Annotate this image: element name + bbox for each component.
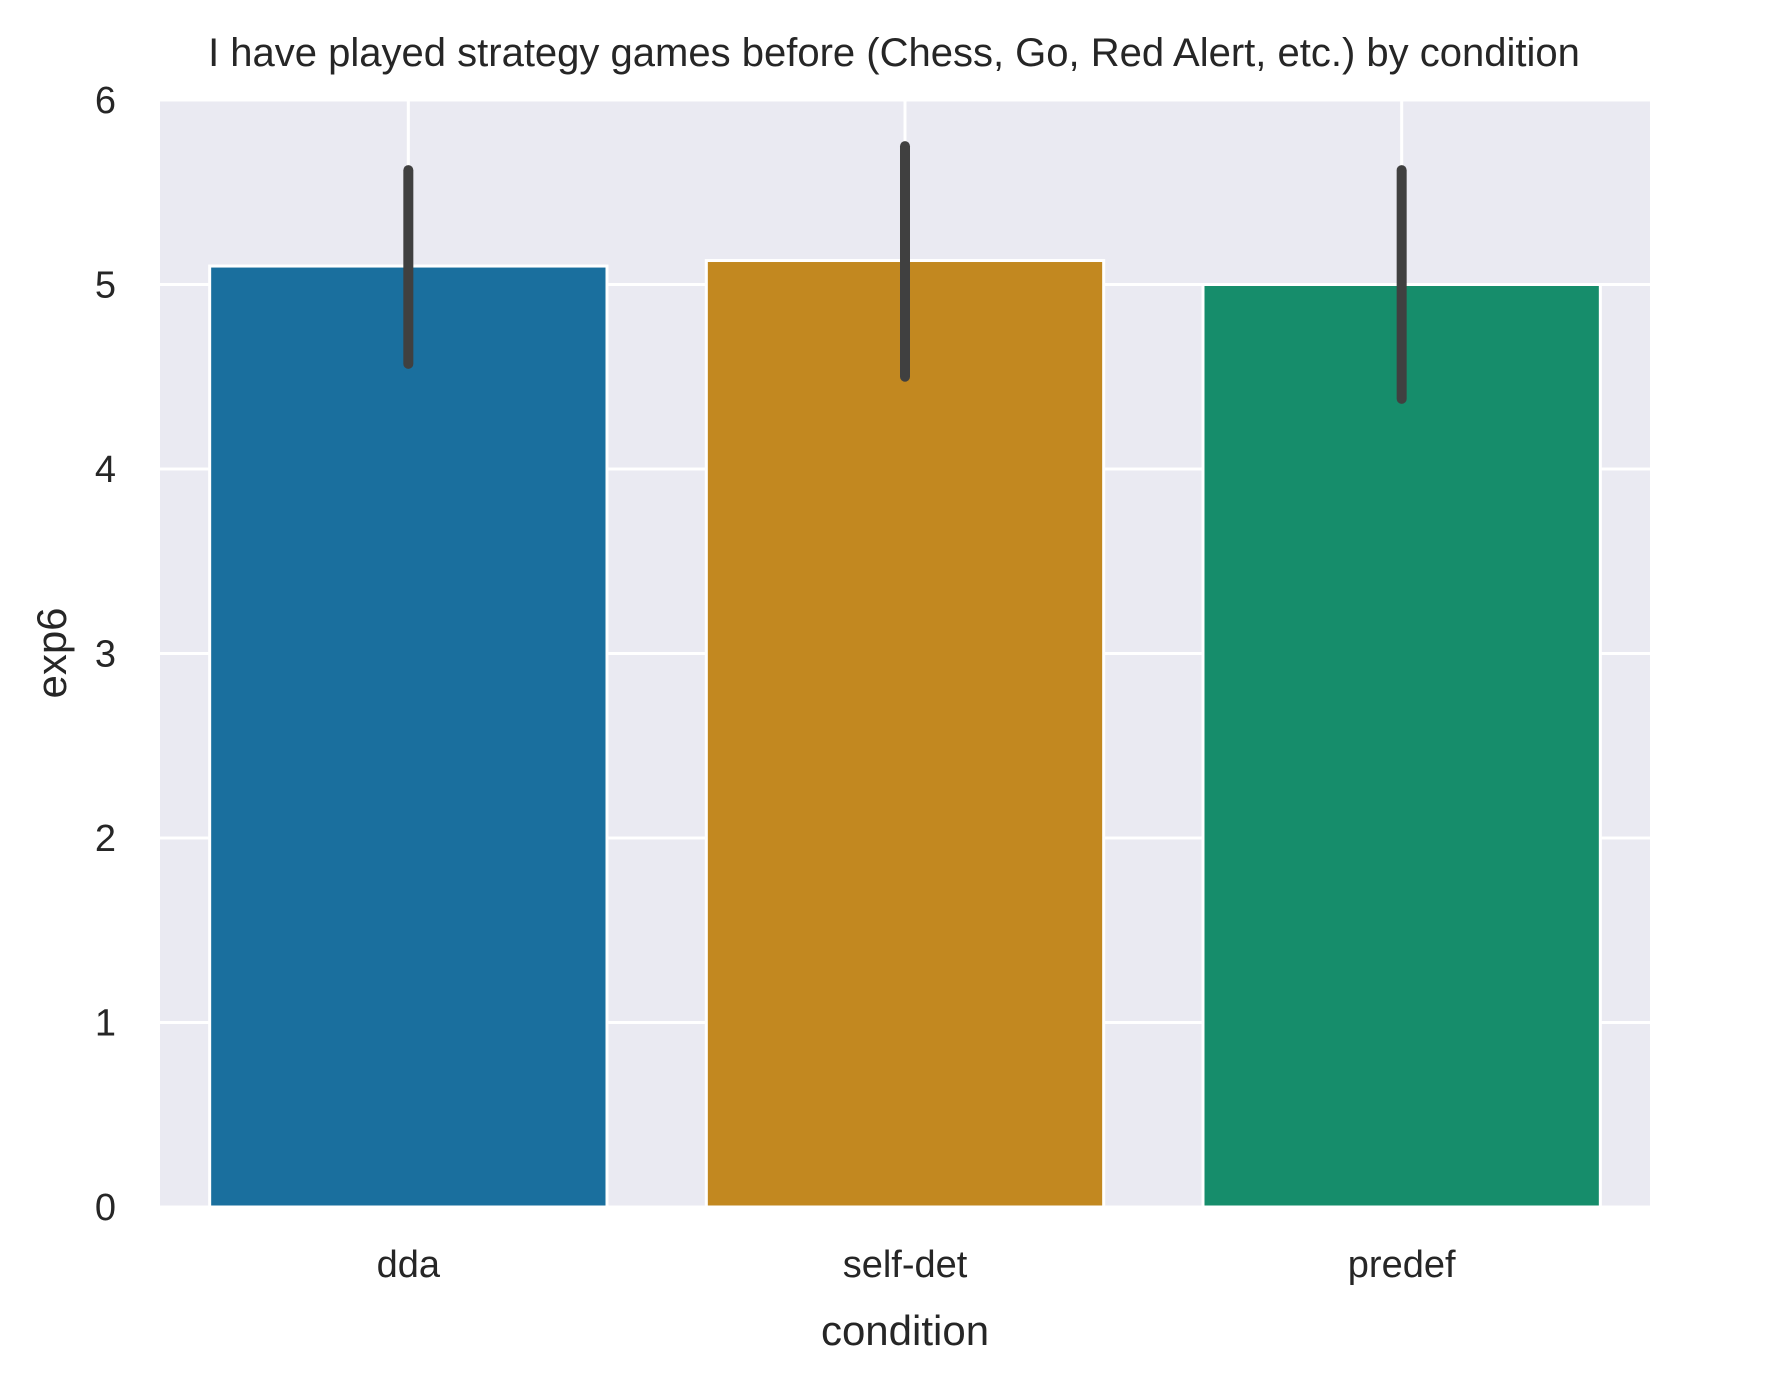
y-tick-label: 0	[95, 1187, 116, 1229]
y-tick-labels: 0 1 2 3 4 5 6	[95, 80, 116, 1229]
y-tick-label: 1	[95, 1003, 116, 1045]
y-tick-label: 2	[95, 818, 116, 860]
error-bars	[403, 141, 1407, 404]
y-tick-label: 5	[95, 265, 116, 307]
x-tick-label-dda: dda	[377, 1244, 441, 1286]
y-tick-label: 3	[95, 634, 116, 676]
x-axis-label: condition	[821, 1307, 989, 1354]
y-tick-label: 4	[95, 449, 116, 491]
bar-predef	[1201, 283, 1602, 1209]
y-axis-label: exp6	[28, 607, 75, 698]
bars	[208, 259, 1602, 1209]
x-tick-labels: dda self-det predef	[377, 1244, 1456, 1286]
bar-self-det	[704, 259, 1106, 1209]
chart-title: I have played strategy games before (Che…	[208, 31, 1580, 75]
x-tick-label-self-det: self-det	[843, 1244, 968, 1286]
x-tick-label-predef: predef	[1348, 1244, 1456, 1286]
y-tick-label: 6	[95, 80, 116, 122]
bar-dda	[208, 264, 609, 1209]
